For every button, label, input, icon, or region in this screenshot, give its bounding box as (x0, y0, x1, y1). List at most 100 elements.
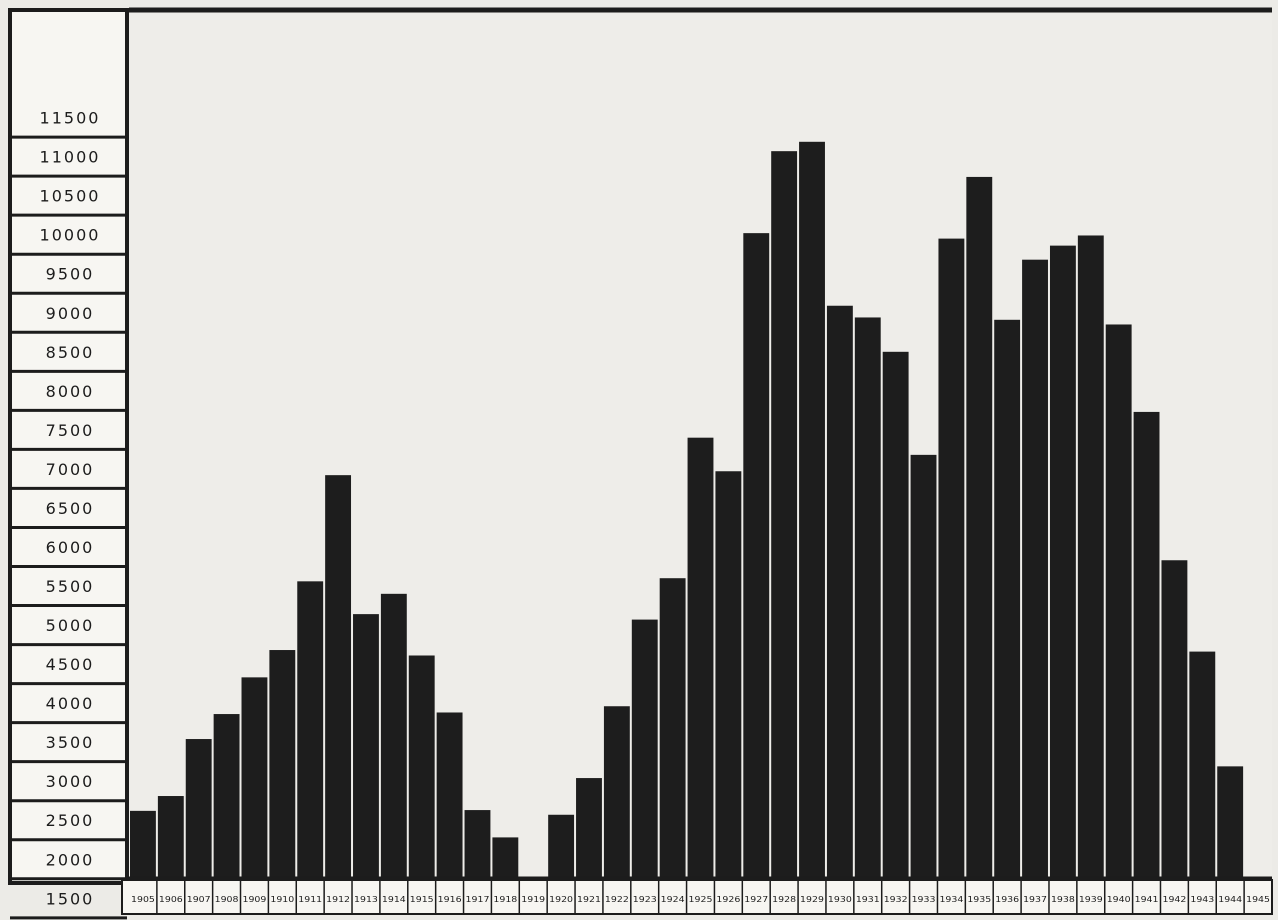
bar-1937 (1022, 259, 1048, 879)
x-tick-label: 1919 (521, 895, 545, 904)
bar-1927 (743, 233, 770, 878)
y-tick-label: 3000 (46, 772, 95, 791)
bar-1925 (687, 437, 714, 878)
y-tick-label: 9000 (46, 304, 95, 323)
y-tick-label: 9500 (46, 265, 95, 284)
x-tick-label: 1929 (800, 895, 824, 904)
bar-1933 (910, 454, 937, 878)
x-tick-label: 1934 (939, 895, 963, 904)
y-tick-label: 4000 (46, 694, 95, 713)
x-tick-label: 1941 (1135, 895, 1159, 904)
y-axis-panel: 1000150020002500300035004000450050005500… (8, 8, 129, 920)
x-tick-label: 1915 (410, 895, 434, 904)
x-tick-label: 1933 (912, 895, 936, 904)
bar-1912 (325, 475, 352, 878)
x-tick-label: 1916 (438, 895, 462, 904)
x-tick-label: 1928 (772, 895, 796, 904)
x-tick-label: 1945 (1246, 895, 1270, 904)
x-tick-label: 1940 (1107, 895, 1131, 904)
bar-1929 (799, 141, 825, 879)
x-tick-label: 1905 (131, 895, 155, 904)
x-tick-label: 1921 (577, 895, 601, 904)
y-tick-label: 2000 (46, 850, 95, 869)
y-tick-label: 10500 (40, 187, 101, 206)
bar-1922 (603, 706, 630, 878)
x-tick-label: 1914 (382, 895, 406, 904)
bar-1916 (436, 712, 463, 878)
y-axis-box (8, 8, 129, 885)
bar-1928 (771, 151, 798, 878)
bar-1930 (826, 305, 853, 878)
x-tick-label: 1927 (744, 895, 768, 904)
x-tick-label: 1912 (326, 895, 350, 904)
y-tick-label: 6500 (46, 499, 95, 518)
bar-1941 (1133, 411, 1160, 878)
y-tick-label: 8000 (46, 382, 95, 401)
y-tick-label: 11500 (40, 109, 101, 128)
bar-1908 (213, 714, 240, 878)
bars (129, 141, 1272, 880)
x-tick-label: 1910 (270, 895, 294, 904)
y-tick-label: 4500 (46, 655, 95, 674)
bar-1938 (1049, 245, 1076, 878)
bar-1907 (185, 739, 212, 878)
bar-1936 (994, 319, 1021, 879)
bar-1935 (966, 176, 993, 878)
bar-1944 (1217, 766, 1244, 878)
x-tick-label: 1924 (661, 895, 685, 904)
x-tick-label: 1913 (354, 895, 378, 904)
x-tick-label: 1923 (633, 895, 657, 904)
x-tick-label: 1944 (1218, 895, 1242, 904)
bar-1906 (157, 796, 184, 878)
bar-1905 (130, 810, 156, 878)
y-tick-label: 10000 (40, 226, 101, 245)
y-tick-label: 2500 (46, 811, 95, 830)
x-tick-label: 1909 (243, 895, 267, 904)
x-tick-label: 1930 (828, 895, 852, 904)
y-tick-label: 11000 (40, 148, 101, 167)
bar-1926 (715, 471, 742, 878)
x-tick-label: 1911 (298, 895, 322, 904)
x-tick-label: 1936 (995, 895, 1019, 904)
bar-1910 (269, 650, 296, 878)
x-tick-label: 1935 (967, 895, 991, 904)
y-tick-label: 7000 (46, 460, 95, 479)
x-tick-label: 1906 (159, 895, 183, 904)
x-tick-label: 1943 (1190, 895, 1214, 904)
bar-1924 (659, 578, 686, 878)
y-tick-label: 1500 (46, 889, 95, 908)
x-tick-label: 1922 (605, 895, 629, 904)
bar-1943 (1189, 651, 1216, 878)
bar-1911 (297, 581, 324, 878)
x-tick-label: 1937 (1023, 895, 1047, 904)
bar-1921 (576, 778, 602, 878)
x-tick-label: 1938 (1051, 895, 1075, 904)
y-tick-label: 8500 (46, 343, 95, 362)
bar-1914 (380, 593, 407, 878)
y-tick-label: 3500 (46, 733, 95, 752)
bar-1934 (938, 238, 965, 878)
bar-1909 (241, 677, 268, 878)
x-tick-label: 1920 (549, 895, 573, 904)
x-tick-label: 1918 (493, 895, 517, 904)
bar-1939 (1077, 235, 1104, 878)
x-axis-box (121, 879, 1273, 915)
x-tick-label: 1926 (716, 895, 740, 904)
bar-1913 (353, 614, 379, 878)
x-tick-label: 1917 (466, 895, 490, 904)
bar-1932 (882, 351, 909, 878)
bar-1915 (408, 655, 435, 878)
bar-1923 (631, 619, 658, 878)
y-tick-label: 7500 (46, 421, 95, 440)
bar-1940 (1105, 324, 1132, 879)
x-tick-label: 1942 (1162, 895, 1186, 904)
y-tick-label: 6000 (46, 538, 95, 557)
bar-1920 (548, 814, 575, 878)
bar-1918 (492, 837, 519, 878)
bar-1931 (854, 317, 881, 878)
x-tick-label: 1925 (689, 895, 713, 904)
bar-1942 (1161, 560, 1188, 878)
x-tick-label: 1939 (1079, 895, 1103, 904)
x-axis-panel: 1905 1906 1907 1908 1909 1910 1911 1912 1913 1914… (121, 879, 1273, 915)
